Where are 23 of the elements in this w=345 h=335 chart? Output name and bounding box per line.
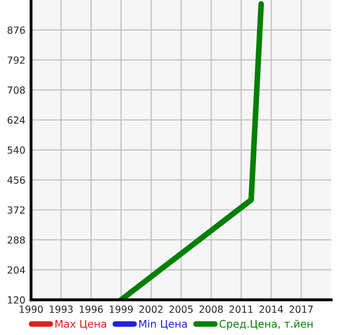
x-tick-label: 2011 xyxy=(229,306,253,313)
x-tick-label: 2002 xyxy=(139,306,163,313)
x-tick-label: 2014 xyxy=(260,306,283,313)
x-tick-label: 2008 xyxy=(199,306,223,313)
x-tick-label: 1999 xyxy=(110,306,133,313)
legend-label: Min Цена xyxy=(139,320,187,330)
y-tick-label: 540 xyxy=(8,146,25,154)
legend-label: Сред.Цена, т.йен xyxy=(220,320,313,330)
y-tick-label: 372 xyxy=(8,206,25,214)
y-tick-label: 624 xyxy=(8,116,25,124)
y-tick-label: 204 xyxy=(8,266,25,274)
y-tick-label: 456 xyxy=(7,176,25,184)
y-tick-label: 792 xyxy=(8,56,25,64)
x-tick-label: 2005 xyxy=(169,306,193,313)
y-tick-label: 876 xyxy=(8,26,25,34)
x-tick-label: 2017 xyxy=(290,306,313,313)
y-tick-label: 708 xyxy=(8,86,25,94)
legend-label: Max Цена xyxy=(55,320,106,330)
x-tick-label: 1990 xyxy=(20,306,43,313)
y-tick-label: 288 xyxy=(8,236,25,244)
x-tick-label: 1993 xyxy=(50,306,73,313)
x-tick-label: 1996 xyxy=(80,306,103,313)
y-tick-label: 120 xyxy=(8,296,25,304)
